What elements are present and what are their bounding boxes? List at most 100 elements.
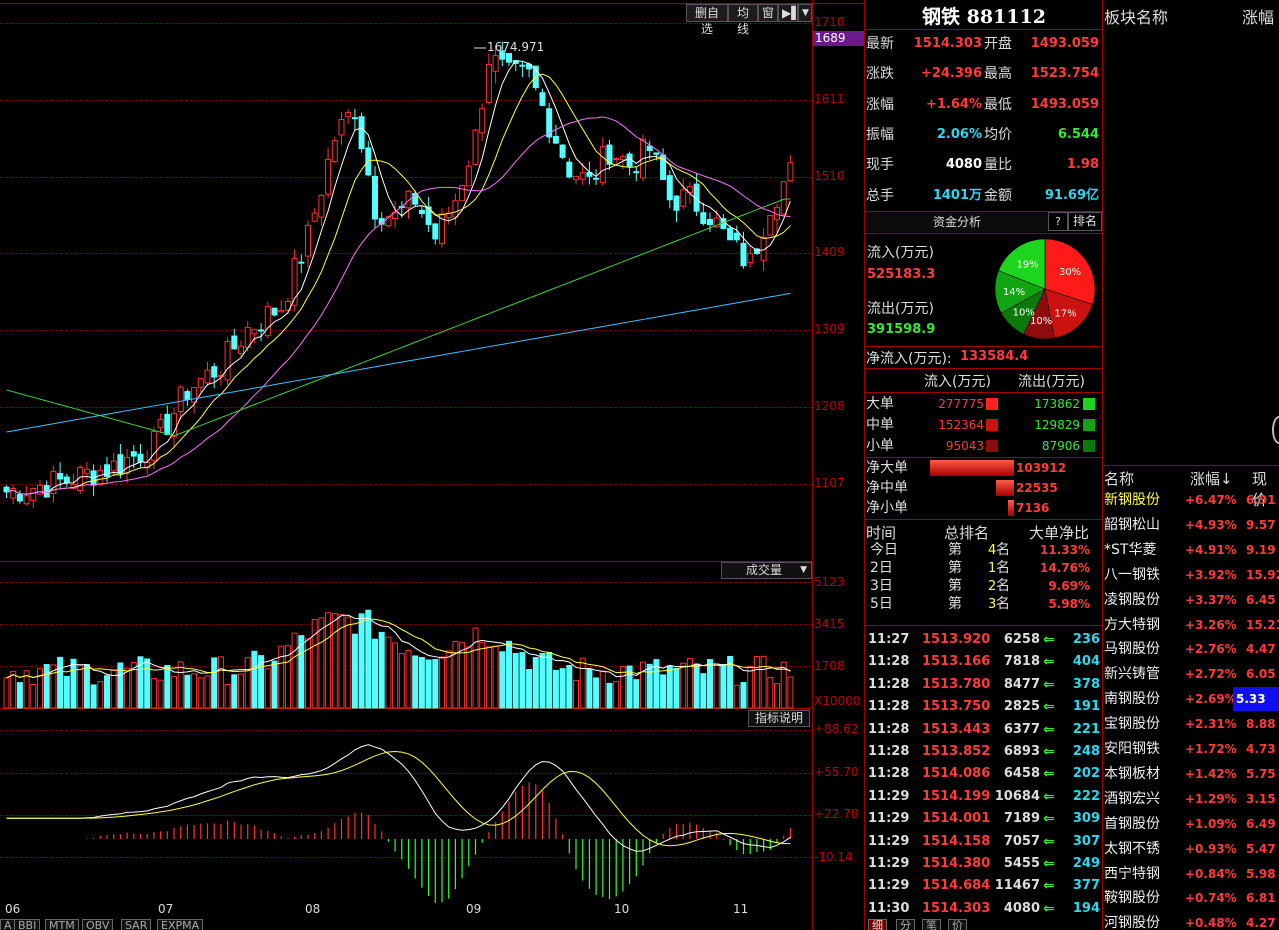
rank-prefix: 第 [948, 596, 962, 612]
candle-body [291, 257, 298, 306]
tick-time: 11:28 [868, 654, 910, 670]
net-label: 净小单 [866, 500, 908, 516]
stock-row[interactable]: 安阳钢铁 +1.72% 4.73 [1103, 737, 1279, 762]
candle-body [177, 386, 184, 413]
stock-row[interactable]: 西宁特钢 +0.84% 5.98 [1103, 862, 1279, 887]
stock-name: 马钢股份 [1104, 641, 1160, 658]
fund-row: 中单 152364 129829 [866, 415, 1102, 436]
stock-row[interactable]: 韶钢松山 +4.93% 9.57 [1103, 513, 1279, 538]
volume-bar [398, 652, 405, 709]
rank-suffix: 名 [996, 560, 1010, 576]
indicator-tab[interactable]: OBV [82, 919, 114, 930]
indicator-axis-label: +88.62 [814, 722, 859, 736]
indicator-tab[interactable]: BBI [14, 919, 41, 930]
stock-price-header[interactable]: 现价 [1252, 470, 1268, 509]
tab-minute[interactable]: 分 [896, 919, 915, 930]
volume-bar [459, 642, 466, 709]
candle-body [519, 64, 526, 67]
tab-price[interactable]: 价 [948, 919, 967, 930]
candle-body [191, 387, 198, 403]
sort-down-icon: ↓ [1220, 470, 1233, 488]
stock-row[interactable]: 新兴铸管 +2.72% 6.05 [1103, 662, 1279, 687]
volume-bar [707, 659, 713, 709]
volume-bar [358, 613, 365, 709]
candle-body [110, 460, 117, 472]
indicator-tab[interactable]: SAR [121, 919, 152, 930]
sector-change-header[interactable]: 涨幅 [1242, 8, 1275, 27]
quote-value: 1493.059 [1030, 96, 1099, 112]
indicator-tab[interactable]: MTM [45, 919, 79, 930]
tick-volume: 10684 [994, 788, 1040, 804]
quote-label: 最低 [984, 96, 1012, 113]
volume-bar [298, 635, 305, 709]
volume-bar [238, 673, 244, 709]
stock-row[interactable]: 南钢股份 +2.69% 5.33 [1103, 687, 1279, 712]
tab-fund-analysis[interactable]: 资金分析 [866, 212, 1048, 232]
tick-price: 1514.199 [922, 788, 991, 804]
candle-body [30, 487, 37, 501]
net-label: 净大单 [866, 460, 908, 476]
stock-name-header[interactable]: 名称 [1104, 470, 1135, 488]
indicator-help-button[interactable]: 指标说明 [748, 710, 810, 727]
volume-bar [485, 646, 492, 709]
volume-bar [30, 684, 37, 709]
stock-row[interactable]: 马钢股份 +2.76% 4.47 [1103, 637, 1279, 662]
tick-volume: 2825 [1003, 699, 1040, 715]
next-arrow-icon[interactable]: ▶▌ [778, 4, 800, 22]
tick-count: 404 [1072, 654, 1100, 670]
stock-row[interactable]: 八一钢铁 +3.92% 15.92 [1103, 563, 1279, 588]
ma-lines-button[interactable]: 均线 [728, 4, 758, 36]
candle-body [392, 211, 399, 219]
stock-price: 6.49 [1246, 816, 1276, 831]
tick-time: 11:28 [868, 699, 910, 715]
indicator-tab[interactable]: EXPMA [157, 919, 204, 930]
tick-time: 11:29 [868, 788, 910, 804]
stock-row[interactable]: 凌钢股份 +3.37% 6.45 [1103, 588, 1279, 613]
volume-bar [559, 668, 566, 709]
volume-unit-label: X10000 [814, 694, 861, 708]
stock-row[interactable]: *ST华菱 +4.91% 9.19 [1103, 538, 1279, 563]
window-button[interactable]: 窗 [758, 4, 778, 22]
volume-bar [727, 655, 734, 709]
stock-row[interactable]: 太钢不锈 +0.93% 5.47 [1103, 837, 1279, 862]
rank-ratio-header: 大单净比 [1029, 524, 1090, 542]
quote-label: 均价 [984, 126, 1012, 143]
stock-row[interactable]: 河钢股份 +0.48% 4.27 [1103, 911, 1279, 930]
rank-button[interactable]: 排名 [1068, 212, 1102, 231]
stock-row[interactable]: 宝钢股份 +2.31% 8.88 [1103, 712, 1279, 737]
rank-prefix: 第 [948, 578, 962, 594]
delete-favorite-button[interactable]: 删自选 [686, 4, 728, 36]
stock-row[interactable]: 鞍钢股份 +0.74% 6.81 [1103, 886, 1279, 911]
tab-detail[interactable]: 细 [868, 919, 887, 930]
help-button[interactable]: ? [1048, 212, 1068, 231]
stock-row[interactable]: 酒钢宏兴 +1.29% 3.15 [1103, 787, 1279, 812]
tab-trade[interactable]: 笔 [922, 919, 941, 930]
kline-chart[interactable] [0, 0, 812, 930]
candle-body [358, 116, 365, 150]
left-arrow-icon: ⇐ [1043, 900, 1055, 917]
pie-label: 10% [1013, 308, 1035, 319]
volume-bar [573, 679, 579, 709]
volume-bar [70, 658, 77, 709]
ma5-line [6, 60, 791, 495]
net-row: 净小单 7136 [866, 498, 1102, 519]
chevron-down-icon[interactable]: ▼ [798, 4, 812, 22]
rank-ratio: 5.98% [1048, 597, 1090, 611]
volume-bar [452, 640, 459, 709]
stock-row[interactable]: 本钢板材 +1.42% 5.75 [1103, 762, 1279, 787]
volume-bar [378, 631, 385, 709]
candle-body [197, 378, 204, 388]
volume-header-button[interactable]: 成交量 ▼ [721, 562, 812, 579]
volume-bar [733, 684, 740, 709]
candle-body [559, 144, 566, 158]
stock-change-header[interactable]: 涨幅↓ [1190, 468, 1233, 489]
net-inflow-label: 净流入(万元): [866, 351, 952, 367]
stock-row[interactable]: 方大特钢 +3.26% 15.21 [1103, 613, 1279, 638]
sector-name-header[interactable]: 板块名称 [1104, 8, 1169, 27]
stock-row[interactable]: 首钢股份 +1.09% 6.49 [1103, 812, 1279, 837]
rank-suffix: 名 [996, 578, 1010, 594]
stock-row[interactable]: 新钢股份 +6.47% 6.91 [1103, 488, 1279, 513]
candle-body [599, 146, 606, 184]
scroll-handle-icon[interactable] [1272, 416, 1279, 444]
volume-bars [3, 609, 794, 709]
